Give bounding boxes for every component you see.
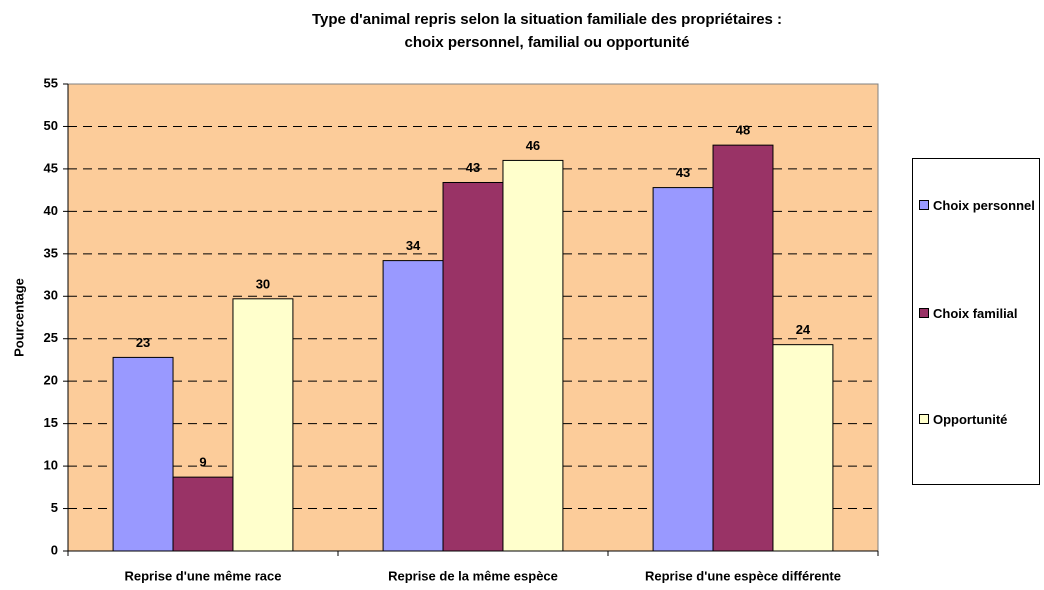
legend-swatch [919, 200, 929, 210]
bar [502, 159, 564, 552]
value-label: 46 [526, 138, 540, 153]
y-tick-label: 0 [51, 542, 58, 557]
legend-label: Opportunité [933, 412, 1008, 427]
value-label: 24 [796, 322, 811, 337]
value-label: 48 [736, 123, 750, 138]
y-tick-label: 5 [51, 500, 58, 515]
value-label: 43 [466, 160, 480, 175]
legend-label: Choix familial [933, 306, 1018, 321]
bar [442, 181, 504, 552]
x-tick-label: Reprise de la même espèce [388, 568, 558, 583]
bar [772, 344, 834, 552]
y-tick-label: 40 [44, 203, 58, 218]
legend-swatch [919, 308, 929, 318]
y-tick-label: 35 [44, 245, 58, 260]
chart-title: Type d'animal repris selon la situation … [311, 11, 783, 51]
bar [712, 144, 774, 552]
legend-item: Opportunité [919, 411, 1039, 428]
value-label: 9 [199, 455, 206, 470]
x-tick-label: Reprise d'une même race [125, 568, 282, 583]
legend: Choix personnel Choix familial Opportunité [912, 158, 1040, 485]
bar [172, 476, 234, 552]
y-tick-label: 15 [44, 415, 58, 430]
legend-item: Choix familial [919, 305, 1039, 322]
bar [112, 356, 174, 552]
bar [232, 298, 294, 552]
value-label: 43 [676, 165, 690, 180]
value-label: 30 [256, 276, 270, 291]
y-tick-label: 20 [44, 373, 58, 388]
y-tick-label: 25 [44, 330, 58, 345]
y-tick-label: 45 [44, 160, 58, 175]
legend-item: Choix personnel [919, 197, 1039, 214]
y-tick-label: 50 [44, 118, 58, 133]
y-tick-label: 30 [44, 288, 58, 303]
legend-swatch [919, 414, 929, 424]
y-axis-label: Pourcentage [11, 278, 26, 357]
x-tick-label: Reprise d'une espèce différente [645, 568, 841, 583]
y-tick-label: 55 [44, 75, 58, 90]
y-tick-label: 10 [44, 458, 58, 473]
value-label: 34 [406, 238, 421, 253]
bar [652, 187, 714, 552]
bar [382, 260, 444, 552]
legend-label: Choix personnel [933, 198, 1035, 213]
value-label: 23 [136, 335, 150, 350]
